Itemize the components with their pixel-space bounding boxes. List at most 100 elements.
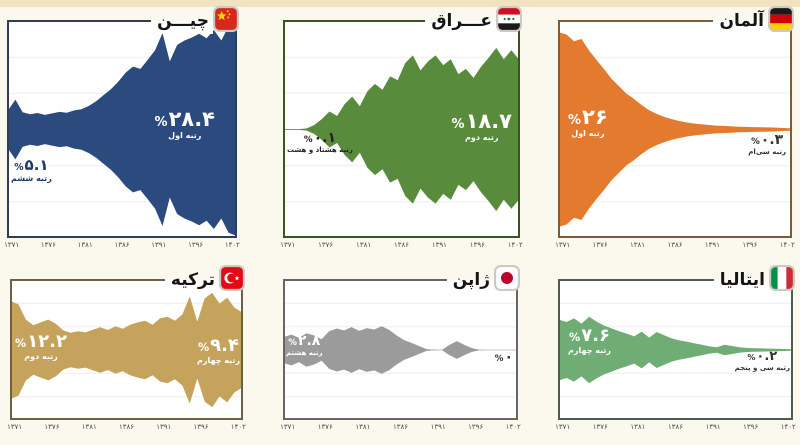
x-tick-label: ۱۳۹۶	[469, 241, 485, 249]
china-flag-icon	[213, 6, 239, 32]
header-rule	[283, 279, 447, 281]
germany-start-value-label: % ۲۶ رتبه اول	[568, 107, 608, 138]
germany-panel: آلمان ۱۳۷۱ ۱۳۷۶ ۱۳۸۱ ۱۳۸۶ ۱۳۹۱ ۱۳۹۶ ۱۴۰۲ % ۲۶ …	[555, 6, 795, 254]
x-tick-label: ۱۳۷۶	[317, 423, 333, 431]
x-tick-label: ۱۴۰۲	[505, 423, 521, 431]
chart-frame	[7, 21, 237, 238]
top-decoration-band	[0, 0, 800, 7]
turkey-panel: ترکیه ۱۳۷۱ ۱۳۷۶ ۱۳۸۱ ۱۳۸۶ ۱۳۹۱ ۱۳۹۶ ۱۴۰۲ % ۱۲.…	[7, 265, 246, 436]
percent-sign: %	[568, 113, 582, 128]
italy-streamgraph	[558, 280, 793, 420]
panel-title: ترکیه	[164, 267, 219, 293]
x-tick-label: ۱۳۸۶	[392, 423, 409, 431]
percent-sign: %	[494, 354, 504, 364]
x-tick-label: ۱۴۰۲	[224, 241, 240, 249]
turkey-stream-area	[11, 292, 242, 408]
iraq-panel-header: عـــراق	[283, 6, 522, 34]
x-tick-label: ۱۳۸۶	[667, 241, 683, 249]
rank-caption: رتبه چهارم	[196, 356, 240, 365]
germany-x-axis: ۱۳۷۱ ۱۳۷۶ ۱۳۸۱ ۱۳۸۶ ۱۳۹۱ ۱۳۹۶ ۱۴۰۲	[555, 241, 795, 253]
x-tick-label: ۱۳۷۱	[555, 423, 571, 431]
value-number: ۲.۸	[297, 333, 321, 349]
panel-title: چیـــن	[151, 8, 213, 34]
japan-x-axis: ۱۳۷۱ ۱۳۷۶ ۱۳۸۱ ۱۳۸۶ ۱۳۹۱ ۱۳۹۶ ۱۴۰۲	[280, 423, 521, 435]
japan-flag-icon	[494, 265, 520, 291]
japan-start-value-label: % ۲.۸ رتبه هشتم	[286, 334, 323, 357]
turkey-end-value-label: % ۹.۴ رتبه چهارم	[197, 337, 240, 365]
chart-frame	[10, 280, 243, 420]
x-tick-label: ۱۳۸۱	[81, 423, 97, 431]
x-tick-label: ۱۳۹۶	[468, 423, 484, 431]
header-rule	[558, 20, 714, 22]
x-tick-label: ۱۳۸۶	[118, 423, 135, 431]
x-tick-label: ۱۳۹۶	[193, 423, 209, 431]
value-number: ۱۲.۲	[27, 331, 67, 352]
value-number: ۵.۱	[24, 156, 49, 174]
x-tick-label: ۱۳۸۱	[355, 423, 371, 431]
japan-end-value-label: % ۰	[495, 350, 513, 366]
iraq-streamgraph	[283, 21, 520, 238]
china-panel-header: چیـــن	[7, 6, 239, 34]
rank-caption: رتبه سی‌ام	[748, 148, 786, 156]
rank-caption: رتبه هشتم	[286, 349, 323, 357]
percent-sign: %	[451, 117, 465, 132]
value-number: ۰.۱	[313, 130, 336, 146]
value-number: ۷.۶	[581, 325, 611, 346]
turkey-panel-header: ترکیه	[10, 265, 245, 293]
japan-stream-area	[284, 326, 517, 374]
china-x-axis: ۱۳۷۱ ۱۳۷۶ ۱۳۸۱ ۱۳۸۶ ۱۳۹۱ ۱۳۹۶ ۱۴۰۲	[4, 241, 240, 253]
value-number: ۰.۳	[760, 132, 784, 148]
iraq-panel: عـــراق ۱۳۷۱ ۱۳۷۶ ۱۳۸۱ ۱۳۸۶ ۱۳۹۱ ۱۳۹۶ ۱۴۰۲ % ۱…	[280, 6, 523, 254]
chart-frame	[558, 21, 792, 238]
x-tick-label: ۱۳۷۶	[40, 241, 56, 249]
percent-sign: %	[747, 353, 756, 362]
x-tick-label: ۱۳۹۱	[704, 241, 720, 249]
china-end-value-label: % ۲۸.۴ رتبه اول	[155, 109, 215, 140]
iraq-stream-area	[284, 47, 519, 212]
value-number: ۲۶	[582, 105, 608, 129]
panel-title: آلمان	[713, 8, 768, 34]
rank-caption: رتبه چهارم	[568, 346, 612, 355]
value-number: ۲۸.۴	[168, 107, 215, 131]
rank-caption: رتبه اول	[168, 131, 202, 140]
china-panel: چیـــن ۱۳۷۱ ۱۳۷۶ ۱۳۸۱ ۱۳۸۶ ۱۳۹۱ ۱۳۹۶ ۱۴۰۲ % ۲۸…	[4, 6, 240, 254]
rank-caption: رتبه هشتاد و هشت	[287, 146, 353, 154]
iraq-start-value-label: % ۰.۱ رتبه هشتاد و هشت	[287, 131, 353, 154]
turkey-streamgraph	[10, 280, 243, 420]
japan-panel: ژاپن ۱۳۷۱ ۱۳۷۶ ۱۳۸۱ ۱۳۸۶ ۱۳۹۱ ۱۳۹۶ ۱۴۰۲ % ۲.۸ …	[280, 265, 521, 436]
percent-sign: %	[154, 115, 168, 130]
percent-sign: %	[303, 135, 313, 145]
iraq-flag-icon	[496, 6, 522, 32]
x-tick-label: ۱۴۰۲	[779, 241, 795, 249]
germany-streamgraph	[558, 21, 792, 238]
x-tick-label: ۱۳۷۶	[592, 241, 608, 249]
percent-sign: %	[288, 338, 297, 348]
rank-caption: رتبه اول	[571, 129, 605, 138]
value-number: ۰.۲	[756, 349, 778, 364]
x-tick-label: ۱۳۷۱	[555, 241, 571, 249]
italy-panel-header: ایتالیا	[558, 265, 795, 293]
turkey-x-axis: ۱۳۷۱ ۱۳۷۶ ۱۳۸۱ ۱۳۸۶ ۱۳۹۱ ۱۳۹۶ ۱۴۰۲	[7, 423, 246, 435]
japan-panel-header: ژاپن	[283, 265, 520, 293]
panel-title: ایتالیا	[713, 267, 769, 293]
x-tick-label: ۱۴۰۲	[230, 423, 246, 431]
italy-end-value-label: % ۰.۲ رتبه سی و پنجم	[735, 350, 790, 372]
japan-streamgraph	[283, 280, 518, 420]
germany-end-value-label: % ۰.۳ رتبه سی‌ام	[748, 133, 786, 156]
italy-stream-area	[559, 316, 792, 384]
china-streamgraph	[7, 21, 237, 238]
italy-flag-icon	[769, 265, 795, 291]
x-tick-label: ۱۳۹۱	[705, 423, 721, 431]
x-tick-label: ۱۴۰۲	[780, 423, 796, 431]
turkey-flag-icon	[219, 265, 245, 291]
x-tick-label: ۱۴۰۲	[507, 241, 523, 249]
x-tick-label: ۱۳۸۶	[114, 241, 130, 249]
iraq-end-value-label: % ۱۸.۷ رتبه دوم	[452, 111, 512, 142]
rank-caption: رتبه ششم	[11, 174, 52, 183]
x-tick-label: ۱۳۹۶	[188, 241, 204, 249]
x-tick-label: ۱۳۸۶	[393, 241, 410, 249]
turkey-start-value-label: % ۱۲.۲ رتبه دوم	[15, 333, 67, 361]
germany-flag-icon	[768, 6, 794, 32]
x-tick-label: ۱۳۸۱	[77, 241, 93, 249]
